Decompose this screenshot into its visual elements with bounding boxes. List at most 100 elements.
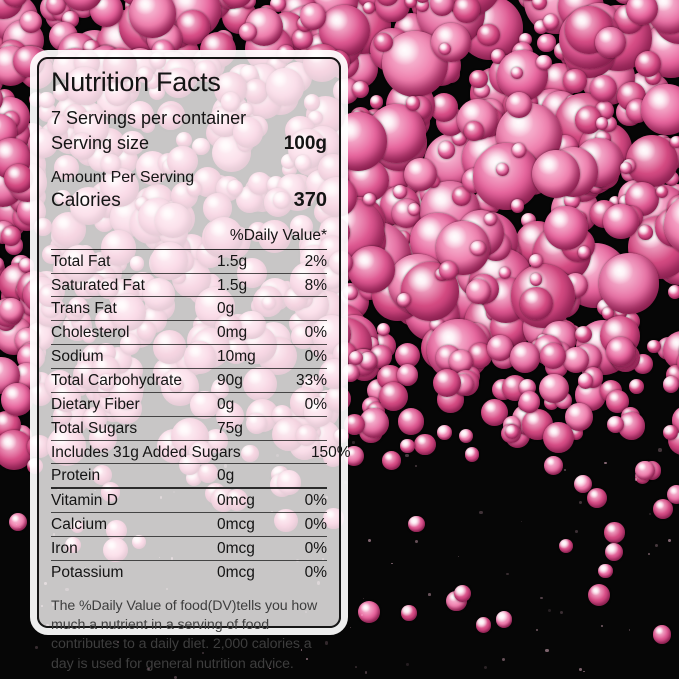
pearl [344,446,364,466]
pearl [404,0,418,8]
pearl [595,26,626,58]
amount-per-serving: Amount Per Serving [51,168,195,186]
pearl [662,376,679,393]
pearl [437,141,455,159]
nutrient-amount: 0mcg [217,516,255,534]
pearl [506,91,532,118]
nutrient-name: Includes 31g Added Sugars [51,443,241,461]
pearl [595,117,609,130]
daily-value-header: %Daily Value* [51,224,327,250]
pearl [219,0,254,8]
nutrient-row: Calcium 0mcg 0% [51,513,327,538]
pearl [663,194,679,257]
pearl [0,83,4,114]
sparkle-dot [560,611,564,615]
pearl [519,287,553,321]
nutrient-daily-value: 0% [304,540,327,558]
pearl [9,513,27,531]
pearl [396,293,411,308]
pearl [638,225,653,240]
pearl [472,142,541,210]
nutrient-amount: 0mcg [217,540,255,558]
pearl [677,347,679,377]
pearl [586,488,607,509]
pearl [405,96,421,111]
pearl [408,515,425,532]
sparkle-dot [502,657,506,662]
pearl [0,298,24,324]
pearl [647,339,662,354]
nutrient-name: Protein [51,467,101,485]
nutrient-row: Iron 0mcg 0% [51,537,327,561]
nutrient-daily-value: 33% [295,372,327,390]
nutrient-daily-value: 0% [304,492,327,510]
pearl [509,342,541,373]
pearl [495,611,513,628]
sparkle-dot [173,675,178,679]
pearl [603,203,639,240]
pearl [414,433,437,456]
pearl [453,584,471,602]
nutrient-name: Vitamin D [51,492,118,510]
pearl [563,69,587,93]
pearl [663,331,679,370]
sparkle-dot [484,665,488,669]
nutrient-amount: 0mcg [217,563,255,581]
sparkle-dot [664,428,668,432]
sparkle-dot [415,464,418,467]
pearl [378,382,408,412]
pearl [577,246,591,259]
pearl [403,157,437,191]
pearl [670,135,679,149]
pearl [394,342,421,369]
sparkle-dot [306,658,309,661]
sparkle-dot [536,629,539,632]
sparkle-dot [360,614,364,617]
pearl [20,11,42,33]
sparkle-dot [648,553,651,555]
pearl [629,379,644,395]
pearl [543,13,560,30]
pearl [45,0,66,15]
calories-row: Calories 370 [51,189,327,212]
sparkle-dot [540,596,543,599]
pearl [563,346,590,373]
nutrient-daily-value: 0% [304,516,327,534]
pearl [407,203,421,216]
pearl [355,0,395,11]
pearl [577,373,594,389]
pearl [544,455,564,475]
pearl [510,66,523,79]
sparkle-dot [520,520,522,523]
nutrient-amount: 90g [217,372,243,390]
pearl [518,391,540,413]
pearl [483,212,498,227]
nutrient-name: Total Carbohydrate [51,372,182,390]
pearl [543,205,589,251]
pearl [358,601,380,624]
nutrient-amount: 10mg [217,348,256,366]
pearl [625,134,679,187]
pearl [542,421,574,453]
nutrient-rows: Total Fat 1.5g 2% Saturated Fat 1.5g 8% Trans … [51,250,351,584]
pearl [475,617,492,634]
nutrient-daily-value: 0% [304,324,327,342]
pearl [559,539,574,554]
nutrition-facts-label: Nutrition Facts 7 Servings per container… [30,50,351,672]
pearl [239,0,257,9]
nutrient-amount: 0g [217,467,235,485]
sparkle-dot [655,544,659,548]
pearl [343,413,366,436]
nutrient-name: Saturated Fat [51,276,145,294]
nutrient-amount: 0mcg [217,492,255,510]
sparkle-dot [428,593,432,596]
pearl [465,279,491,305]
pearl [437,424,452,440]
pearl [574,475,593,493]
sparkle-dot [19,526,21,529]
sparkle-dot [574,529,578,533]
pearl [465,447,480,462]
pearl [0,256,4,272]
pearl [382,451,402,471]
